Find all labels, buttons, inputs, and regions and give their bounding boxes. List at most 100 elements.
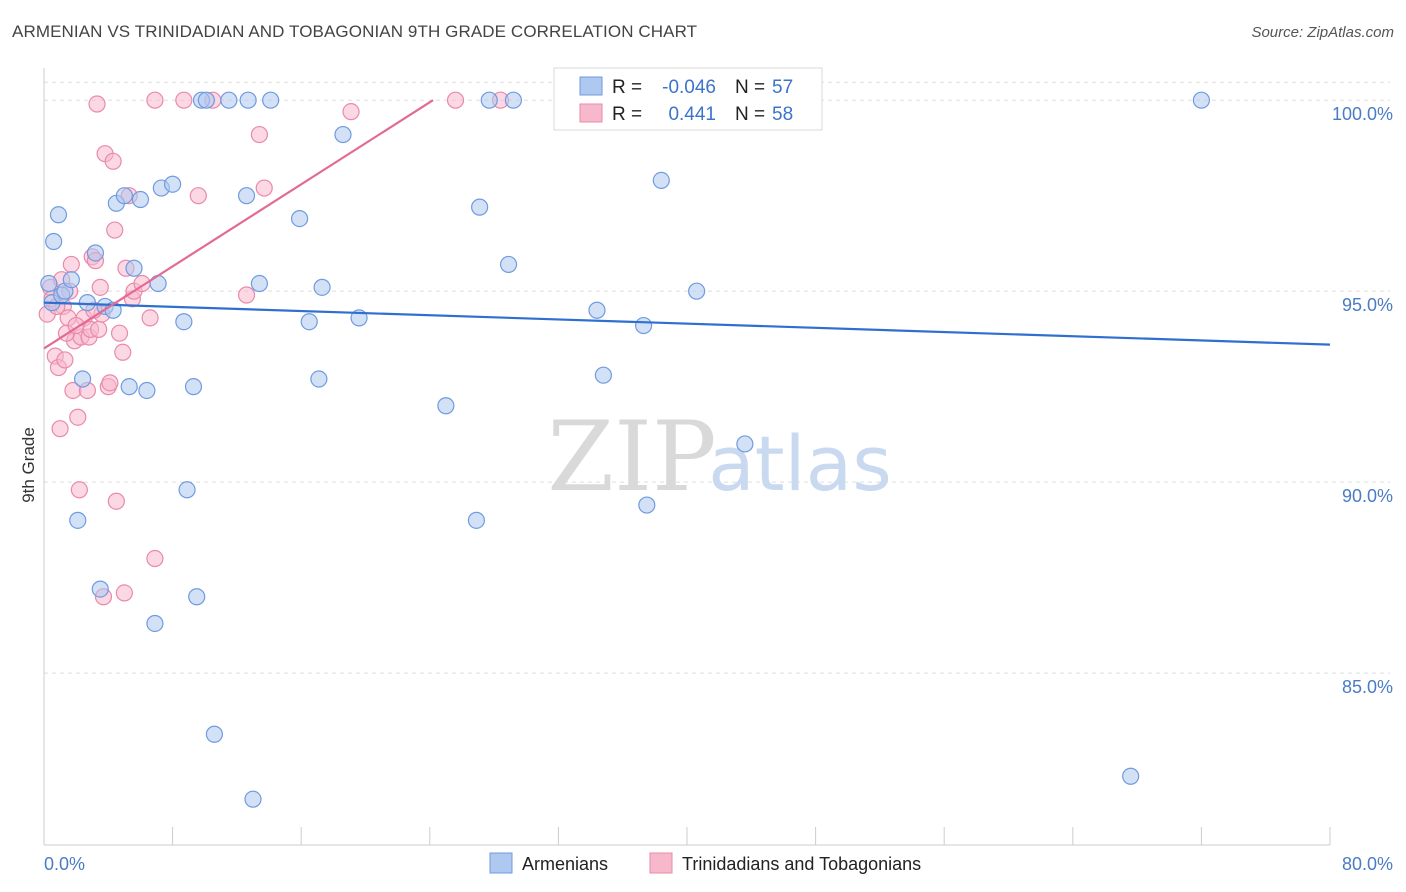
armenians-point <box>1122 767 1140 785</box>
armenians-point <box>652 171 670 190</box>
series-trinidadians-points <box>38 91 510 606</box>
series-legend: Armenians Trinidadians and Tobagonians <box>489 852 921 874</box>
trinidadians-point <box>69 408 87 426</box>
armenians-point <box>290 210 309 228</box>
trinidadians-point <box>56 351 74 369</box>
armenians-point <box>334 125 352 144</box>
armenians-point <box>313 278 331 296</box>
armenians-point <box>262 91 280 109</box>
legend-swatch-armenians <box>579 76 603 96</box>
armenians-point <box>205 725 223 743</box>
series-legend-swatch-trinidadians <box>649 852 673 874</box>
armenians-point <box>178 481 196 499</box>
armenians-point <box>499 255 518 274</box>
y-tick-label: 90.0% <box>1342 486 1393 506</box>
trinidadians-point <box>141 309 159 327</box>
legend-n-label-2: N = <box>735 104 765 125</box>
armenians-point <box>638 496 656 514</box>
armenians-point <box>736 435 754 453</box>
axes <box>43 68 1331 846</box>
armenians-point <box>310 370 328 388</box>
armenians-point <box>115 187 133 205</box>
trinidadians-point <box>250 125 269 144</box>
legend-n-label-1: N = <box>735 77 765 98</box>
trinidadians-point <box>255 179 273 197</box>
legend-r-label-1: R = <box>612 77 642 98</box>
watermark: ZIP atlas <box>547 401 891 513</box>
trinidadians-point <box>106 221 124 239</box>
trinidadians-point <box>146 549 164 568</box>
armenians-point <box>45 232 63 251</box>
y-tick-labels: 85.0% 90.0% 95.0% 100.0% <box>1332 104 1393 697</box>
armenians-point <box>300 313 318 331</box>
armenians-point <box>120 378 138 396</box>
armenians-point <box>91 580 109 598</box>
y-tick-label: 95.0% <box>1342 295 1393 315</box>
legend-r-label-2: R = <box>612 104 642 125</box>
series-legend-swatch-armenians <box>489 852 513 874</box>
legend-r-value-1: -0.046 <box>662 77 716 98</box>
grid-lines <box>44 81 1390 674</box>
armenians-trend-line <box>43 301 1331 346</box>
trinidadians-point <box>90 320 108 338</box>
trinidadians-point <box>115 584 133 602</box>
armenians-point <box>1192 91 1211 109</box>
x-tick-label-min: 0.0% <box>44 854 85 874</box>
trinidadians-point <box>88 95 106 113</box>
legend-n-value-2: 58 <box>772 104 793 125</box>
armenians-point <box>184 378 203 396</box>
trinidadians-point <box>114 343 132 361</box>
armenians-point <box>175 313 193 331</box>
trinidadians-point <box>237 286 256 304</box>
trinidadians-point <box>51 420 69 438</box>
trinidadians-point <box>446 91 465 109</box>
y-tick-label: 100.0% <box>1332 104 1393 124</box>
y-tick-label: 85.0% <box>1342 677 1393 697</box>
armenians-point <box>86 244 105 262</box>
armenians-point <box>250 274 269 293</box>
armenians-point <box>480 91 498 109</box>
armenians-point <box>197 91 215 109</box>
trinidadians-point <box>101 374 119 392</box>
armenians-point <box>471 198 489 216</box>
legend-n-value-1: 57 <box>772 77 793 98</box>
armenians-point <box>40 274 58 293</box>
y-axis-label: 9th Grade <box>19 427 38 503</box>
trinidadians-point <box>146 91 164 109</box>
armenians-point <box>188 588 206 606</box>
armenians-point <box>125 259 143 277</box>
armenians-point <box>437 397 455 415</box>
armenians-point <box>594 366 613 384</box>
x-tick-label-max: 80.0% <box>1342 854 1393 874</box>
armenians-point <box>69 511 87 529</box>
trinidadians-point <box>189 187 207 205</box>
armenians-point <box>78 294 97 312</box>
stats-legend: R = -0.046 N = 57 R = 0.441 N = 58 <box>553 67 823 131</box>
chart-title: ARMENIAN VS TRINIDADIAN AND TOBAGONIAN 9… <box>12 22 698 41</box>
trinidadians-point <box>91 278 109 296</box>
armenians-point <box>220 91 238 109</box>
series-legend-trinidadians: Trinidadians and Tobagonians <box>682 854 921 874</box>
series-legend-armenians: Armenians <box>522 854 608 874</box>
series-armenians-points <box>40 91 1211 808</box>
trinidadians-point <box>62 255 80 274</box>
armenians-point <box>588 301 606 319</box>
armenians-point <box>634 316 653 335</box>
armenians-point <box>239 91 257 109</box>
armenians-point <box>237 187 256 205</box>
armenians-point <box>73 370 92 388</box>
trinidadians-point <box>175 91 193 109</box>
armenians-point <box>138 381 156 400</box>
armenians-point <box>49 206 68 224</box>
armenians-point <box>146 614 164 633</box>
legend-r-value-2: 0.441 <box>668 104 716 125</box>
trinidadians-point <box>342 103 360 121</box>
armenians-point <box>504 91 522 109</box>
watermark-zip: ZIP <box>547 401 716 513</box>
trinidadians-trend-line <box>43 99 434 350</box>
source-label: Source: ZipAtlas.com <box>1251 24 1394 41</box>
armenians-point <box>164 175 182 193</box>
trinidadians-point <box>110 324 129 342</box>
armenians-point <box>688 282 706 300</box>
